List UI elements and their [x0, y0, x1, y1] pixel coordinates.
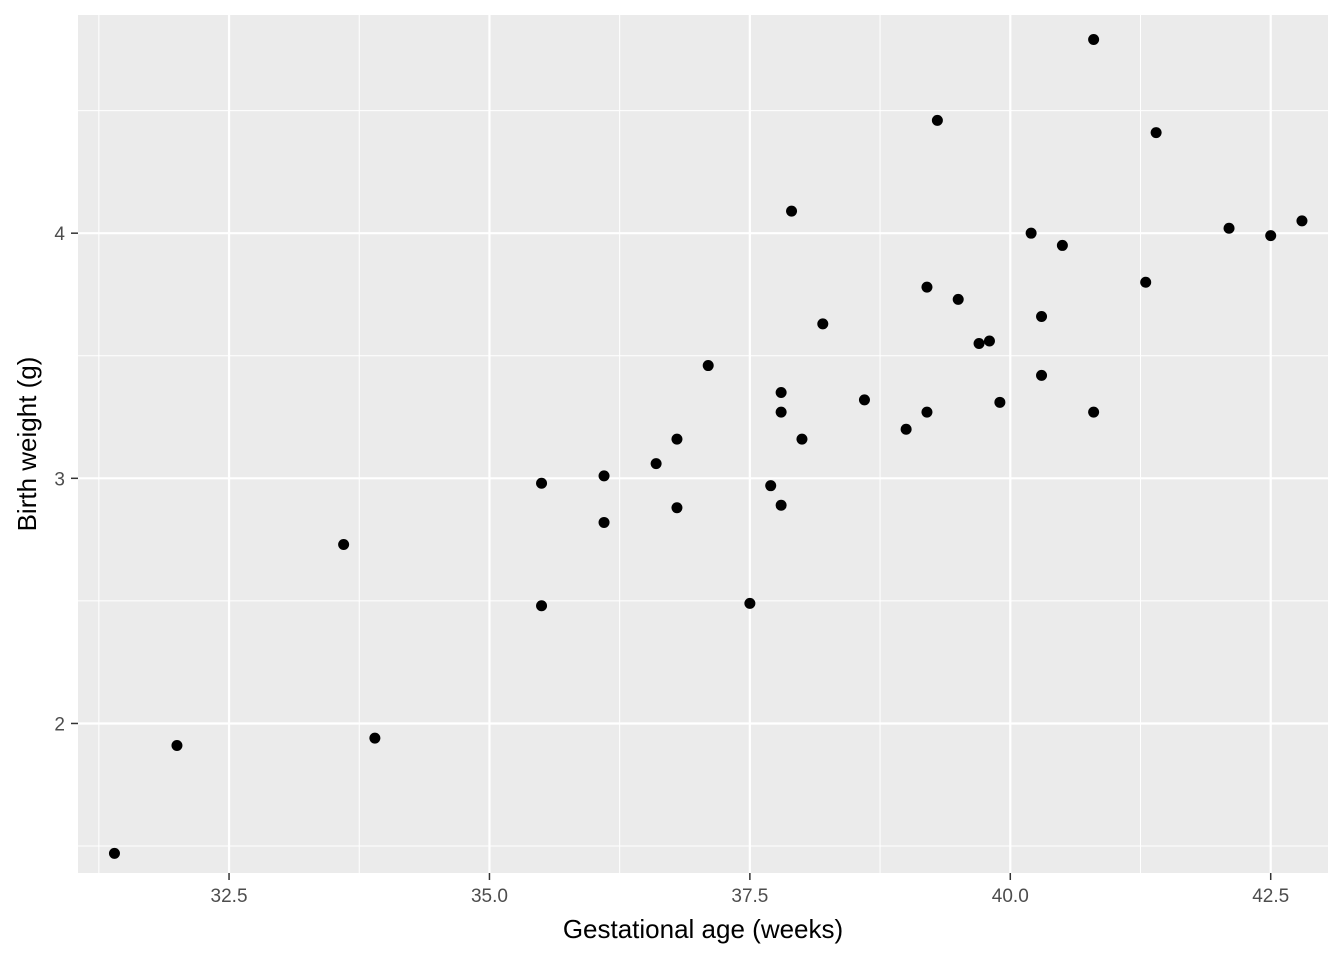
- data-point: [983, 335, 995, 347]
- data-point: [775, 387, 787, 399]
- data-point: [1265, 230, 1277, 242]
- data-point: [598, 516, 610, 528]
- minor-gridlines: [78, 15, 1328, 873]
- y-axis: 2 3 4: [54, 224, 78, 735]
- x-tick-label: 32.5: [211, 886, 248, 907]
- x-tick-label: 35.0: [471, 886, 508, 907]
- data-point: [921, 281, 933, 293]
- data-point: [775, 406, 787, 418]
- data-point: [536, 600, 548, 612]
- data-point: [1036, 369, 1048, 381]
- y-axis-title: Birth weight (g): [12, 357, 42, 532]
- plot-panel: [78, 15, 1328, 873]
- y-tick-label: 4: [54, 224, 65, 245]
- data-point: [108, 847, 120, 859]
- data-point: [744, 597, 756, 609]
- x-tick-label: 37.5: [731, 886, 768, 907]
- data-point: [952, 293, 964, 305]
- x-axis: 32.5 35.0 37.5 40.0 42.5: [211, 873, 1289, 907]
- data-point: [931, 114, 943, 126]
- data-point: [671, 433, 683, 445]
- data-points: [108, 34, 1308, 859]
- x-axis-title: Gestational age (weeks): [563, 914, 843, 944]
- data-point: [765, 480, 777, 492]
- data-point: [1088, 34, 1100, 46]
- data-point: [994, 396, 1006, 408]
- data-point: [536, 477, 548, 489]
- data-point: [671, 502, 683, 514]
- y-tick-label: 2: [54, 714, 65, 735]
- data-point: [786, 205, 798, 217]
- data-point: [796, 433, 808, 445]
- x-tick-label: 40.0: [992, 886, 1029, 907]
- data-point: [1296, 215, 1308, 227]
- data-point: [1056, 239, 1068, 251]
- major-gridlines: [78, 15, 1328, 873]
- y-tick-label: 3: [54, 469, 65, 490]
- data-point: [1088, 406, 1100, 418]
- data-point: [1150, 127, 1162, 139]
- data-point: [598, 470, 610, 482]
- data-point: [900, 423, 912, 435]
- data-point: [858, 394, 870, 406]
- data-point: [1223, 222, 1235, 234]
- data-point: [817, 318, 829, 330]
- data-point: [921, 406, 933, 418]
- data-point: [1025, 227, 1037, 239]
- data-point: [171, 740, 183, 752]
- data-point: [338, 539, 350, 551]
- data-point: [650, 458, 662, 470]
- data-point: [973, 337, 985, 349]
- data-point: [1140, 276, 1152, 288]
- data-point: [702, 360, 714, 372]
- data-point: [1036, 311, 1048, 323]
- x-tick-label: 42.5: [1252, 886, 1289, 907]
- data-point: [369, 732, 381, 744]
- data-point: [775, 499, 787, 511]
